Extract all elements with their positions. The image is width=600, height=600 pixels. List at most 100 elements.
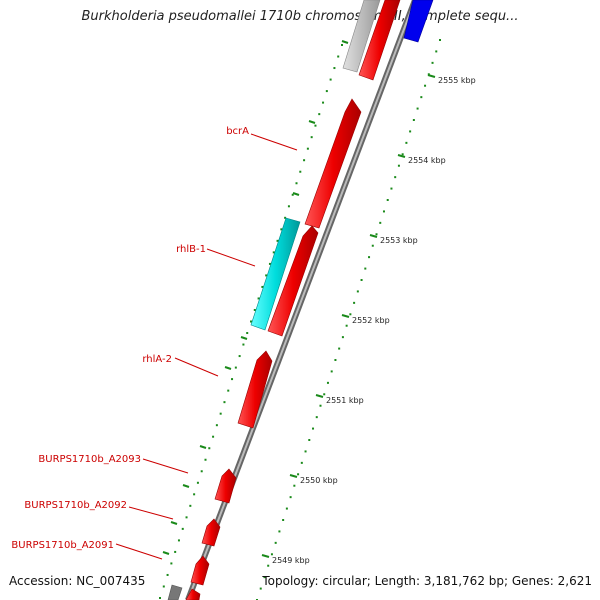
inner-tick-dot	[208, 447, 211, 450]
gene-arrow-blue-top[interactable]	[403, 0, 434, 43]
outer-tick-dot	[326, 381, 329, 384]
inner-tick-dot	[257, 297, 260, 300]
inner-tick-dot	[193, 493, 196, 496]
inner-tick-dot	[246, 332, 249, 335]
outer-tick-dot	[308, 439, 311, 441]
gene-arrow-gray-bottom[interactable]	[167, 584, 183, 600]
inner-tick-dot	[174, 550, 177, 553]
inner-tick-dot	[280, 228, 283, 231]
gene-label-rhlA-2[interactable]: rhlA-2	[142, 354, 172, 365]
inner-tick-dot	[242, 343, 245, 346]
outer-tick-dot	[390, 187, 393, 190]
chromosome-backbone	[185, 0, 418, 600]
scale-tick-mark	[289, 474, 298, 478]
inner-tick-dot	[325, 90, 328, 93]
gene-label-rhlB-1[interactable]: rhlB-1	[176, 244, 206, 255]
outer-tick-dot	[401, 153, 404, 156]
outer-tick-dot	[375, 233, 378, 236]
inner-tick-dot	[196, 481, 199, 484]
outer-tick-dot	[371, 244, 374, 247]
outer-tick-dot	[416, 107, 419, 110]
gene-arrow-A2093[interactable]	[214, 468, 237, 504]
outer-tick-dot	[412, 119, 415, 121]
inner-tick-dot	[261, 285, 264, 288]
scale-tick-label: 2555 kbp	[438, 76, 476, 85]
inner-tick-dot	[250, 320, 252, 323]
inner-tick-dot	[253, 308, 256, 311]
outer-tick-dot	[270, 553, 273, 556]
inner-tick-dash	[162, 551, 170, 555]
inner-tick-dot	[166, 573, 169, 576]
outer-tick-dot	[379, 221, 382, 224]
inner-tick-dot	[333, 67, 336, 70]
outer-tick-dot	[319, 404, 322, 407]
gene-arrow-red-top[interactable]	[358, 0, 401, 81]
inner-tick-dot	[337, 55, 340, 58]
outer-tick-dot	[382, 210, 385, 213]
inner-tick-dot	[284, 216, 287, 219]
inner-tick-dot	[291, 193, 294, 196]
inner-tick-dot	[318, 113, 321, 116]
gene-features	[167, 0, 434, 600]
gene-arrow-A2091[interactable]	[190, 555, 210, 586]
inner-tick-dot	[268, 262, 271, 265]
outer-tick-dot	[397, 164, 400, 167]
inner-tick-dot	[322, 101, 325, 104]
inner-tick-dot	[303, 159, 306, 162]
inner-tick-dot	[341, 44, 343, 46]
scale-tick-mark	[315, 394, 324, 398]
gene-arrow-A2092[interactable]	[201, 518, 221, 547]
inner-tick-dot	[234, 366, 237, 369]
inner-tick-dot	[177, 539, 180, 542]
gene-arrow-gray-top[interactable]	[342, 0, 381, 73]
outer-tick-dot	[267, 564, 270, 567]
gene-arrow-rhlB-1[interactable]	[250, 217, 301, 331]
scale-ticks: 2555 kbp 2554 kbp 2553 kbp 2552 kbp 2551 kbp…	[162, 40, 476, 565]
scale-tick-label: 2551 kbp	[326, 396, 364, 405]
outer-tick-dot	[368, 256, 371, 259]
gene-labels: bcrA rhlB-1 rhlA-2 BURPS1710b_A2093 BURP…	[11, 126, 298, 560]
gene-label-A2093[interactable]: BURPS1710b_A2093	[38, 454, 141, 465]
inner-tick-dash	[224, 366, 232, 370]
scale-tick-label: 2550 kbp	[300, 476, 338, 485]
outer-tick-dot	[356, 290, 359, 293]
outer-tick-dot	[315, 416, 318, 419]
outer-tick-dot	[293, 484, 296, 487]
inner-tick-dash	[170, 521, 178, 525]
outer-tick-dot	[274, 541, 277, 544]
outer-tick-dot	[338, 347, 341, 350]
inner-tick-dot	[314, 124, 317, 127]
outer-tick-dot	[297, 473, 300, 476]
gene-arrow-red-bottom[interactable]	[185, 588, 201, 600]
inner-tick-dot	[329, 78, 332, 81]
gene-label-A2092[interactable]: BURPS1710b_A2092	[24, 500, 127, 511]
outer-tick-dot	[341, 336, 344, 339]
inner-tick-dot	[231, 378, 234, 381]
outer-tick-dot	[259, 587, 262, 590]
inner-tick-dot	[185, 516, 188, 519]
gene-label-A2091[interactable]: BURPS1710b_A2091	[11, 540, 114, 551]
outer-tick-dot	[439, 39, 441, 41]
accession-text: Accession: NC_007435	[9, 574, 146, 588]
scale-tick-label: 2553 kbp	[380, 236, 418, 245]
outer-tick-dot	[312, 427, 315, 430]
outer-tick-dot	[435, 50, 438, 53]
gene-arrow-rhlA-2[interactable]	[237, 350, 273, 429]
inner-tick-dot	[295, 182, 298, 185]
gene-label-bcrA[interactable]: bcrA	[226, 126, 249, 137]
inner-tick-dot	[204, 458, 207, 461]
outer-tick-dot	[420, 96, 423, 99]
outer-tick-dot	[394, 176, 397, 179]
gene-arrow-red-mid[interactable]	[267, 225, 319, 337]
outer-tick-dot	[330, 370, 333, 373]
outer-tick-dot	[364, 267, 367, 270]
inner-tick-dash	[240, 336, 248, 340]
outer-tick-dot	[323, 393, 326, 396]
inner-tick-dash	[341, 40, 349, 44]
outer-tick-dot	[353, 301, 356, 304]
outer-tick-dot	[285, 507, 288, 510]
outer-tick-dot	[334, 359, 337, 361]
inner-tick-dot	[159, 597, 161, 599]
outer-tick-dot	[289, 496, 292, 499]
